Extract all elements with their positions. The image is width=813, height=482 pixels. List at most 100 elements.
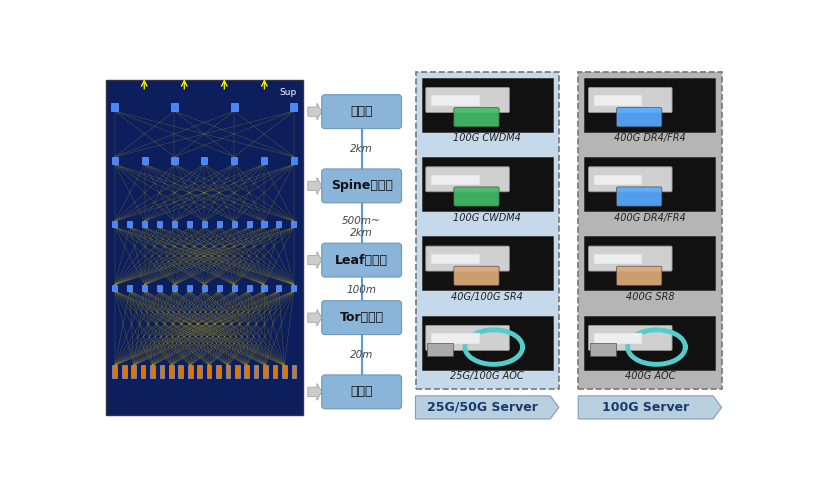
- Text: 100m: 100m: [346, 285, 376, 295]
- FancyBboxPatch shape: [178, 365, 183, 378]
- FancyBboxPatch shape: [127, 285, 133, 291]
- FancyBboxPatch shape: [111, 157, 118, 164]
- FancyBboxPatch shape: [322, 95, 402, 129]
- Text: 400G SR8: 400G SR8: [626, 292, 674, 302]
- FancyBboxPatch shape: [292, 365, 296, 378]
- FancyBboxPatch shape: [171, 103, 178, 111]
- FancyBboxPatch shape: [201, 157, 207, 164]
- FancyBboxPatch shape: [172, 221, 177, 228]
- FancyBboxPatch shape: [217, 221, 222, 228]
- FancyBboxPatch shape: [322, 243, 402, 277]
- FancyBboxPatch shape: [593, 254, 642, 264]
- FancyBboxPatch shape: [262, 285, 267, 291]
- FancyBboxPatch shape: [232, 221, 237, 228]
- FancyBboxPatch shape: [431, 334, 480, 344]
- Text: 40G/100G SR4: 40G/100G SR4: [451, 292, 523, 302]
- FancyBboxPatch shape: [276, 221, 281, 228]
- FancyBboxPatch shape: [589, 167, 672, 192]
- Text: Tor交换机: Tor交换机: [340, 311, 384, 324]
- FancyBboxPatch shape: [172, 285, 177, 291]
- FancyBboxPatch shape: [112, 365, 117, 378]
- FancyBboxPatch shape: [291, 157, 297, 164]
- FancyBboxPatch shape: [585, 78, 715, 132]
- FancyBboxPatch shape: [159, 365, 164, 378]
- FancyBboxPatch shape: [426, 88, 509, 112]
- Polygon shape: [578, 396, 722, 419]
- FancyBboxPatch shape: [322, 301, 402, 335]
- FancyBboxPatch shape: [235, 365, 240, 378]
- FancyBboxPatch shape: [415, 72, 559, 389]
- FancyBboxPatch shape: [422, 78, 553, 132]
- FancyBboxPatch shape: [132, 365, 136, 378]
- FancyBboxPatch shape: [202, 221, 207, 228]
- FancyBboxPatch shape: [422, 237, 553, 291]
- FancyBboxPatch shape: [291, 285, 297, 291]
- FancyBboxPatch shape: [187, 221, 192, 228]
- FancyBboxPatch shape: [262, 221, 267, 228]
- FancyBboxPatch shape: [231, 103, 237, 111]
- FancyBboxPatch shape: [454, 266, 499, 285]
- Polygon shape: [308, 103, 322, 120]
- FancyBboxPatch shape: [225, 365, 230, 378]
- FancyBboxPatch shape: [207, 365, 211, 378]
- FancyBboxPatch shape: [232, 285, 237, 291]
- FancyBboxPatch shape: [188, 365, 193, 378]
- Polygon shape: [308, 177, 322, 194]
- FancyBboxPatch shape: [585, 157, 715, 211]
- FancyBboxPatch shape: [141, 365, 146, 378]
- FancyBboxPatch shape: [593, 334, 642, 344]
- Text: 400G DR4/FR4: 400G DR4/FR4: [614, 213, 686, 223]
- FancyBboxPatch shape: [127, 221, 133, 228]
- FancyBboxPatch shape: [157, 285, 162, 291]
- Text: 400G AOC: 400G AOC: [624, 371, 675, 381]
- FancyBboxPatch shape: [426, 246, 509, 271]
- FancyBboxPatch shape: [616, 266, 662, 285]
- FancyBboxPatch shape: [141, 157, 148, 164]
- FancyBboxPatch shape: [290, 103, 298, 111]
- FancyBboxPatch shape: [122, 365, 127, 378]
- FancyBboxPatch shape: [111, 103, 118, 111]
- FancyBboxPatch shape: [263, 365, 267, 378]
- Text: 20m: 20m: [350, 350, 373, 360]
- Text: 服务器: 服务器: [350, 386, 373, 398]
- FancyBboxPatch shape: [261, 157, 267, 164]
- FancyBboxPatch shape: [217, 285, 222, 291]
- FancyBboxPatch shape: [106, 80, 303, 415]
- Text: Sup: Sup: [280, 88, 297, 97]
- FancyBboxPatch shape: [142, 285, 147, 291]
- FancyBboxPatch shape: [578, 72, 722, 389]
- FancyBboxPatch shape: [616, 107, 662, 127]
- FancyBboxPatch shape: [454, 107, 499, 127]
- FancyBboxPatch shape: [254, 365, 259, 378]
- FancyBboxPatch shape: [202, 285, 207, 291]
- FancyBboxPatch shape: [422, 316, 553, 370]
- FancyBboxPatch shape: [112, 221, 117, 228]
- Text: Leaf交换机: Leaf交换机: [335, 254, 388, 267]
- FancyBboxPatch shape: [172, 157, 177, 164]
- FancyBboxPatch shape: [169, 365, 174, 378]
- FancyBboxPatch shape: [112, 285, 117, 291]
- Text: 2km: 2km: [350, 144, 373, 154]
- FancyBboxPatch shape: [276, 285, 281, 291]
- FancyBboxPatch shape: [246, 221, 251, 228]
- Text: 400G DR4/FR4: 400G DR4/FR4: [614, 134, 686, 143]
- FancyBboxPatch shape: [246, 285, 251, 291]
- FancyBboxPatch shape: [157, 221, 162, 228]
- FancyBboxPatch shape: [322, 169, 402, 203]
- FancyBboxPatch shape: [431, 254, 480, 264]
- FancyBboxPatch shape: [291, 221, 297, 228]
- Text: 路由器: 路由器: [350, 105, 373, 118]
- FancyBboxPatch shape: [322, 375, 402, 409]
- Polygon shape: [415, 396, 559, 419]
- FancyBboxPatch shape: [216, 365, 221, 378]
- FancyBboxPatch shape: [431, 95, 480, 106]
- Text: Spine交换机: Spine交换机: [331, 179, 393, 192]
- Polygon shape: [308, 309, 322, 326]
- FancyBboxPatch shape: [589, 343, 616, 356]
- FancyBboxPatch shape: [231, 157, 237, 164]
- FancyBboxPatch shape: [593, 95, 642, 106]
- FancyBboxPatch shape: [142, 221, 147, 228]
- FancyBboxPatch shape: [431, 175, 480, 185]
- FancyBboxPatch shape: [585, 237, 715, 291]
- Text: 25G/50G Server: 25G/50G Server: [428, 401, 538, 414]
